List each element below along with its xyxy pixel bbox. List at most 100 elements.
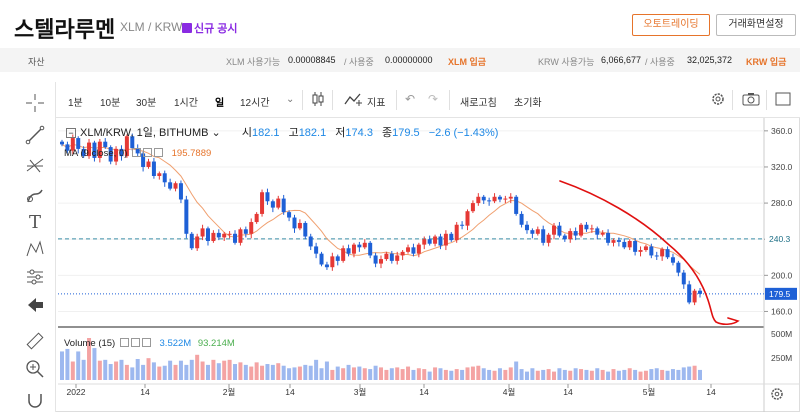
volume-bar bbox=[287, 368, 292, 380]
volume-bar bbox=[76, 351, 81, 380]
auto-trading-button[interactable]: 오토트레이딩 bbox=[632, 14, 710, 36]
x-tick-label: 2월 bbox=[223, 387, 236, 397]
reset-button[interactable]: 초기화 bbox=[514, 98, 542, 109]
last-price-badge bbox=[765, 287, 797, 300]
candle-body bbox=[351, 244, 356, 254]
x-tick-label: 14 bbox=[706, 387, 716, 397]
volume-bar bbox=[681, 367, 686, 380]
volume-bar bbox=[546, 369, 551, 380]
candle-body bbox=[189, 233, 194, 249]
interval-30m[interactable]: 30분 bbox=[136, 98, 157, 109]
prediction-tool-icon[interactable] bbox=[24, 266, 46, 288]
volume-label[interactable]: Volume (15) bbox=[64, 338, 116, 349]
candle-body bbox=[422, 239, 427, 245]
volume-bar bbox=[141, 364, 146, 380]
close-label: 종 bbox=[382, 127, 393, 139]
volume-bar bbox=[589, 370, 594, 380]
xlm-deposit-link[interactable]: XLM 입금 bbox=[448, 57, 487, 67]
volume-bar bbox=[665, 370, 670, 380]
trend-line-icon[interactable] bbox=[24, 124, 46, 146]
candle-body bbox=[660, 249, 665, 257]
volume-bar bbox=[70, 361, 75, 380]
volume-bar bbox=[265, 364, 270, 380]
volume-bar bbox=[200, 361, 205, 380]
volume-legend: Volume (15) 3.522M 93.214M bbox=[64, 338, 235, 349]
symbol-dropdown-icon[interactable]: ⌄ bbox=[208, 127, 221, 139]
volume-bar bbox=[303, 364, 308, 380]
volume-bar bbox=[411, 369, 416, 380]
volume-bar bbox=[184, 364, 189, 380]
volume-bar bbox=[562, 369, 567, 380]
chart-settings-gear-icon[interactable] bbox=[710, 91, 726, 110]
volume-bar bbox=[476, 365, 481, 380]
volume-value-1: 3.522M bbox=[159, 338, 192, 349]
new-notice-link[interactable]: 신규 공시 bbox=[182, 20, 238, 36]
ma-label[interactable]: MA (9 close, 0) bbox=[64, 148, 128, 159]
undo-icon[interactable]: ↶ bbox=[405, 92, 416, 106]
fib-tool-icon[interactable] bbox=[24, 154, 46, 176]
volume-bar bbox=[195, 354, 200, 380]
screen-settings-button[interactable]: 거래화면설정 bbox=[716, 14, 796, 36]
time-axis: 2022 14 2월 14 3월 14 4월 14 5월 14 bbox=[67, 384, 783, 400]
volume-bar bbox=[416, 368, 421, 380]
eye-icon bbox=[119, 338, 129, 347]
volume-bar bbox=[60, 351, 64, 380]
fullscreen-icon[interactable] bbox=[775, 92, 791, 109]
interval-1h[interactable]: 1시간 bbox=[174, 98, 198, 109]
indicator-icon[interactable] bbox=[344, 91, 364, 110]
brush-icon[interactable] bbox=[24, 184, 46, 206]
back-arrow-icon[interactable] bbox=[24, 294, 46, 316]
interval-12h[interactable]: 12시간 bbox=[240, 98, 270, 109]
crosshair-icon[interactable] bbox=[24, 92, 46, 114]
volume-bar bbox=[373, 365, 378, 380]
volume-bar bbox=[638, 371, 643, 380]
interval-dropdown-icon[interactable]: ⌄ bbox=[286, 94, 295, 105]
text-tool-icon[interactable]: T bbox=[28, 212, 41, 233]
candle-body bbox=[211, 232, 216, 242]
candle-body bbox=[362, 242, 367, 248]
candle-body bbox=[119, 148, 124, 157]
krw-in-use-label: / 사용중 bbox=[645, 57, 675, 67]
candle-body bbox=[379, 259, 383, 264]
candle-body bbox=[297, 222, 302, 229]
volume-bar bbox=[557, 368, 562, 380]
candle-body bbox=[606, 232, 611, 243]
ruler-icon[interactable] bbox=[24, 330, 46, 352]
drawing-toolbar: T bbox=[14, 82, 56, 412]
volume-bar bbox=[260, 365, 265, 380]
candle-body bbox=[698, 290, 702, 294]
candle-body bbox=[524, 224, 529, 231]
ma-controls[interactable] bbox=[130, 148, 163, 159]
candle-body bbox=[649, 246, 654, 256]
volume-bar bbox=[124, 364, 129, 380]
candle-type-icon[interactable] bbox=[310, 90, 326, 111]
candle-body bbox=[178, 183, 183, 200]
volume-bar bbox=[151, 362, 156, 380]
volume-bar bbox=[379, 367, 383, 380]
indicator-button[interactable]: 지표 bbox=[367, 98, 386, 109]
pattern-tool-icon[interactable] bbox=[24, 238, 46, 260]
magnet-icon[interactable] bbox=[24, 388, 46, 410]
candle-body bbox=[384, 253, 389, 260]
volume-bar bbox=[108, 364, 113, 380]
volume-bar bbox=[65, 348, 70, 380]
candle-body bbox=[681, 272, 686, 285]
collapse-icon[interactable]: − bbox=[66, 128, 76, 138]
trading-pair[interactable]: XLM / KRW bbox=[120, 20, 183, 34]
y-tick-label: 280.0 bbox=[771, 198, 793, 208]
screenshot-camera-icon[interactable] bbox=[742, 92, 760, 109]
krw-deposit-link[interactable]: KRW 입금 bbox=[746, 57, 787, 67]
interval-1m[interactable]: 1분 bbox=[68, 98, 83, 109]
symbol-label[interactable]: XLM/KRW, 1일, BITHUMB bbox=[80, 127, 209, 139]
candle-body bbox=[470, 203, 475, 212]
volume-controls[interactable] bbox=[118, 338, 151, 349]
volume-bar bbox=[292, 367, 297, 380]
refresh-button[interactable]: 새로고침 bbox=[460, 98, 497, 109]
redo-icon[interactable]: ↷ bbox=[428, 92, 439, 106]
zoom-icon[interactable] bbox=[24, 358, 46, 380]
interval-10m[interactable]: 10분 bbox=[100, 98, 121, 109]
volume-bar bbox=[243, 364, 248, 380]
interval-1d[interactable]: 일 bbox=[215, 98, 225, 109]
candle-body bbox=[157, 173, 162, 176]
